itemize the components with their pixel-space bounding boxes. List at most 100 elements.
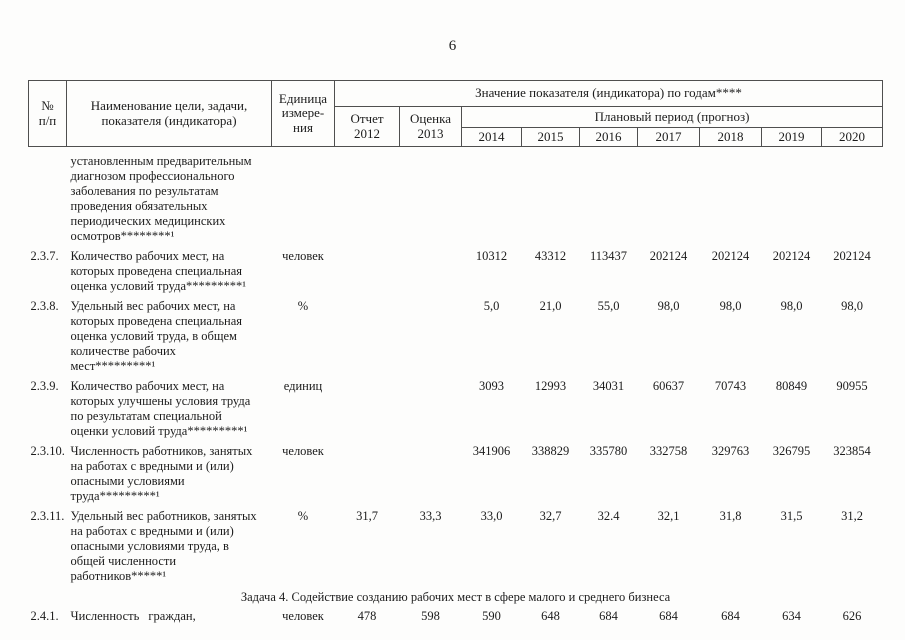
unit-cell: единиц bbox=[283, 379, 323, 393]
value-cell: 31,8 bbox=[719, 509, 742, 523]
year-column-header: 2018 bbox=[699, 127, 762, 147]
row-number-cell: 2.4.1. bbox=[30, 609, 59, 623]
value-cell bbox=[400, 249, 462, 299]
row-number-cell bbox=[29, 147, 67, 250]
value-cell bbox=[400, 299, 462, 379]
value-cell: 34031 bbox=[592, 379, 625, 393]
value-cell: 33,0 bbox=[480, 509, 503, 523]
row-number-cell: 2.3.8. bbox=[30, 299, 59, 313]
value-cell bbox=[400, 444, 462, 509]
unit-cell: человек bbox=[282, 609, 324, 623]
value-cell: 32.4 bbox=[597, 509, 620, 523]
indicator-name-cell: установленным предварительным диагнозом … bbox=[70, 154, 252, 243]
unit-cell bbox=[272, 147, 335, 250]
value-cell: 31,2 bbox=[841, 509, 863, 523]
value-cell: 3093 bbox=[479, 379, 504, 393]
unit-cell: человек bbox=[282, 444, 324, 458]
value-cell: 32,7 bbox=[539, 509, 562, 523]
value-cell: 5,0 bbox=[483, 299, 500, 313]
unit-cell: % bbox=[297, 509, 309, 523]
table-row-2-3-9: 2.3.9. Количество рабочих мест, на котор… bbox=[29, 379, 883, 444]
value-cell bbox=[400, 379, 462, 444]
value-cell bbox=[335, 249, 400, 299]
section-heading: Задача 4. Содействие созданию рабочих ме… bbox=[240, 590, 671, 604]
value-cell: 98,0 bbox=[780, 299, 803, 313]
value-cell: 33,3 bbox=[419, 509, 442, 523]
value-cell: 684 bbox=[659, 609, 678, 623]
section-heading-row: Задача 4. Содействие созданию рабочих ме… bbox=[29, 589, 883, 609]
row-number-cell: 2.3.9. bbox=[30, 379, 59, 393]
value-cell bbox=[580, 147, 638, 250]
value-cell: 31,7 bbox=[356, 509, 378, 523]
value-cell bbox=[822, 147, 883, 250]
value-cell: 32,1 bbox=[657, 509, 680, 523]
col-header-unit: Единица измере- ния bbox=[271, 80, 335, 147]
value-cell: 335780 bbox=[589, 444, 628, 458]
unit-cell: % bbox=[297, 299, 309, 313]
value-cell: 202124 bbox=[833, 249, 871, 263]
table-header: № п/п Наименование цели, задачи, показат… bbox=[28, 80, 884, 147]
indicator-name-cell: Удельный вес работников, занятых на рабо… bbox=[70, 509, 257, 583]
value-cell: 634 bbox=[782, 609, 801, 623]
row-number-cell: 2.3.10. bbox=[30, 444, 65, 458]
value-cell: 80849 bbox=[775, 379, 808, 393]
table-row-2-4-1: 2.4.1. Численность граждан, человек 478 … bbox=[29, 609, 883, 629]
value-cell bbox=[335, 299, 400, 379]
value-cell: 202124 bbox=[649, 249, 688, 263]
indicator-name-cell: Количество рабочих мест, на которых улуч… bbox=[70, 379, 251, 438]
year-column-header: 2017 bbox=[637, 127, 700, 147]
indicator-name-cell: Численность работников, занятых на работ… bbox=[70, 444, 253, 503]
year-column-header: 2014 bbox=[461, 127, 522, 147]
value-cell bbox=[638, 147, 700, 250]
row-number-cell: 2.3.11. bbox=[30, 509, 65, 523]
value-cell bbox=[462, 147, 522, 250]
value-cell: 329763 bbox=[711, 444, 750, 458]
value-cell: 648 bbox=[541, 609, 560, 623]
year-column-header: 2015 bbox=[521, 127, 580, 147]
table-body: установленным предварительным диагнозом … bbox=[29, 147, 883, 630]
year-column-header: 2020 bbox=[820, 127, 884, 147]
year-column-header: 2019 bbox=[761, 127, 822, 147]
value-cell bbox=[700, 147, 762, 250]
indicator-name-cell: Количество рабочих мест, на которых пров… bbox=[70, 249, 247, 293]
value-cell: 323854 bbox=[833, 444, 871, 458]
row-number-cell: 2.3.7. bbox=[30, 249, 59, 263]
value-cell: 202124 bbox=[711, 249, 750, 263]
value-cell: 598 bbox=[421, 609, 440, 623]
value-cell bbox=[762, 147, 822, 250]
value-cell: 113437 bbox=[589, 249, 628, 263]
value-cell bbox=[335, 444, 400, 509]
value-cell: 478 bbox=[357, 609, 377, 623]
col-header-plan-group: Плановый период (прогноз) bbox=[460, 106, 884, 128]
value-cell: 12993 bbox=[534, 379, 567, 393]
value-cell: 98,0 bbox=[841, 299, 863, 313]
value-cell: 341906 bbox=[472, 444, 511, 458]
value-cell bbox=[335, 147, 400, 250]
value-cell: 98,0 bbox=[657, 299, 680, 313]
year-column-header: 2016 bbox=[579, 127, 638, 147]
value-cell: 55,0 bbox=[597, 299, 620, 313]
table-row-2-3-8: 2.3.8. Удельный вес рабочих мест, на кот… bbox=[29, 299, 883, 379]
col-header-values-group: Значение показателя (индикатора) по года… bbox=[333, 80, 884, 107]
value-cell: 326795 bbox=[772, 444, 811, 458]
table-row-2-3-7: 2.3.7. Количество рабочих мест, на котор… bbox=[29, 249, 883, 299]
value-cell: 70743 bbox=[714, 379, 747, 393]
value-cell: 10312 bbox=[475, 249, 508, 263]
unit-cell: человек bbox=[282, 249, 324, 263]
value-cell: 43312 bbox=[534, 249, 567, 263]
value-cell: 332758 bbox=[649, 444, 688, 458]
indicator-name-cell: Численность граждан, bbox=[70, 609, 196, 623]
value-cell bbox=[522, 147, 580, 250]
value-cell: 684 bbox=[599, 609, 618, 623]
value-cell: 31,5 bbox=[780, 509, 803, 523]
value-cell: 90955 bbox=[836, 379, 868, 393]
col-header-estimate-2013: Оценка 2013 bbox=[399, 106, 462, 147]
table-row-2-3-11: 2.3.11. Удельный вес работников, занятых… bbox=[29, 509, 883, 589]
page-number: 6 bbox=[448, 38, 457, 54]
table-row-2-3-10: 2.3.10. Численность работников, занятых … bbox=[29, 444, 883, 509]
col-header-num: № п/п bbox=[28, 80, 67, 147]
value-cell: 202124 bbox=[772, 249, 811, 263]
value-cell: 98,0 bbox=[719, 299, 742, 313]
indicators-table: № п/п Наименование цели, задачи, показат… bbox=[28, 80, 884, 630]
value-cell bbox=[400, 147, 462, 250]
